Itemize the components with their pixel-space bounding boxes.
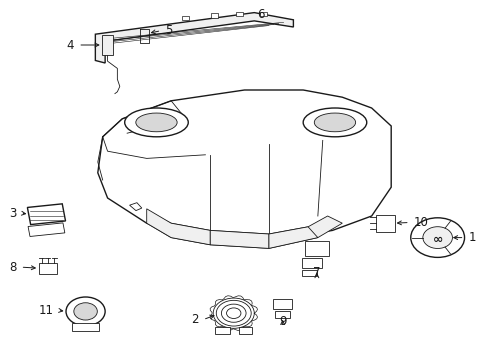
Bar bbox=[235, 12, 242, 16]
Text: 2: 2 bbox=[191, 313, 199, 326]
Polygon shape bbox=[146, 209, 210, 245]
Circle shape bbox=[74, 303, 97, 320]
Bar bbox=[215, 327, 229, 334]
Text: 10: 10 bbox=[413, 216, 427, 229]
Ellipse shape bbox=[124, 108, 188, 137]
Circle shape bbox=[422, 227, 451, 248]
Bar bbox=[211, 13, 218, 18]
Polygon shape bbox=[129, 203, 142, 211]
Polygon shape bbox=[210, 230, 268, 248]
Bar bbox=[102, 35, 113, 55]
Polygon shape bbox=[95, 13, 293, 63]
Text: 8: 8 bbox=[9, 261, 17, 274]
Text: 9: 9 bbox=[278, 315, 286, 328]
Bar bbox=[72, 323, 99, 331]
Bar bbox=[272, 299, 292, 309]
Text: 6: 6 bbox=[256, 8, 264, 21]
Text: 4: 4 bbox=[67, 39, 74, 51]
Ellipse shape bbox=[136, 113, 177, 132]
Text: 3: 3 bbox=[9, 207, 17, 220]
Text: 5: 5 bbox=[165, 24, 172, 37]
Bar bbox=[302, 270, 316, 276]
Bar bbox=[375, 215, 394, 232]
Text: 7: 7 bbox=[312, 266, 320, 279]
Bar bbox=[275, 311, 289, 318]
Polygon shape bbox=[268, 227, 317, 248]
Bar bbox=[28, 223, 65, 237]
Text: 11: 11 bbox=[39, 304, 54, 317]
Polygon shape bbox=[146, 216, 342, 248]
Ellipse shape bbox=[303, 108, 366, 137]
Ellipse shape bbox=[314, 113, 355, 132]
Bar bbox=[27, 204, 65, 225]
Bar bbox=[302, 258, 321, 268]
Bar bbox=[238, 327, 252, 334]
Circle shape bbox=[410, 218, 464, 257]
Bar bbox=[260, 12, 266, 16]
Text: ∞: ∞ bbox=[431, 233, 442, 246]
Polygon shape bbox=[98, 90, 390, 241]
Circle shape bbox=[66, 297, 105, 326]
Bar bbox=[39, 263, 57, 274]
Text: 1: 1 bbox=[468, 231, 475, 244]
Bar bbox=[304, 241, 328, 256]
Bar bbox=[182, 16, 188, 20]
